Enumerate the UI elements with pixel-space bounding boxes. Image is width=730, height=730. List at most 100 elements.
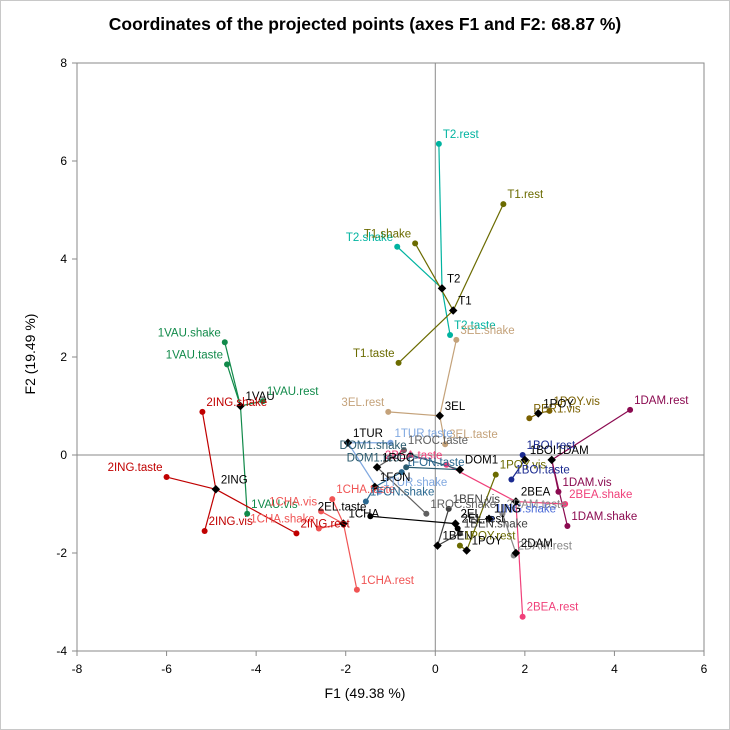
x-axis-title: F1 (49.38 %)	[324, 685, 406, 701]
observation-point	[199, 408, 206, 415]
observation-point	[201, 527, 208, 534]
y-tick-label: 2	[60, 350, 67, 364]
connector-line	[466, 474, 497, 551]
point-label: 1DAM	[557, 445, 589, 457]
centroid-point	[211, 485, 221, 494]
observation-point	[293, 530, 300, 537]
point-label: T2.taste	[454, 320, 496, 332]
point-label: 1VAU	[245, 391, 274, 403]
point-label: 1TUR.shake	[383, 477, 447, 489]
axes-layer: -8 -6 -4 -2 0 2 4 6 -4 -2 0 2 4 6 8	[56, 56, 707, 676]
point-label: 1POY.rest	[464, 531, 516, 543]
observation-point	[403, 464, 410, 471]
point-label: 2BEA.shake	[569, 489, 632, 501]
point-label: T2	[447, 273, 460, 285]
data-labels: T2.rest T2.shake T2.taste T2 T1.rest T1.shake…	[108, 129, 690, 614]
centroid-point	[372, 463, 382, 472]
point-label: 2BEA.taste	[385, 450, 443, 462]
observation-point	[329, 496, 336, 503]
point-label: 1POY.vis	[553, 396, 600, 408]
observation-point	[564, 523, 571, 530]
observation-point	[367, 513, 374, 520]
centroid-point	[343, 438, 353, 447]
point-label: T2.rest	[443, 129, 480, 141]
point-label: 1FON	[380, 472, 411, 484]
point-label: 2EL.taste	[318, 501, 367, 513]
point-label: 1BOI	[530, 445, 556, 457]
x-tick-label: 2	[522, 662, 529, 676]
point-label: 1CHA.taste	[336, 484, 395, 496]
observation-point	[555, 488, 562, 495]
connector-line	[410, 454, 461, 471]
point-label: 1DAM.vis	[562, 477, 611, 489]
observation-point	[224, 361, 231, 368]
observation-point	[362, 498, 369, 505]
y-tick-label: -2	[56, 546, 67, 560]
y-tick-label: 6	[60, 154, 67, 168]
observation-point	[500, 201, 507, 208]
observation-point	[423, 510, 430, 517]
y-tick-label: 0	[60, 448, 67, 462]
centroid-point	[339, 519, 348, 528]
connector-line	[439, 415, 446, 445]
connector-line	[438, 143, 443, 289]
connector-line	[201, 411, 217, 490]
x-tick-label: 4	[611, 662, 618, 676]
connector-line	[376, 449, 405, 468]
connector-line	[515, 501, 524, 617]
connector-line	[166, 476, 216, 490]
observation-point	[163, 474, 170, 481]
point-label: T1.shake	[364, 228, 411, 240]
observation-point	[627, 406, 634, 413]
observation-point	[318, 508, 325, 515]
connector-line	[501, 513, 517, 554]
point-label: 2BEA.rest	[527, 602, 580, 614]
point-label: 2DAM.rest	[518, 540, 573, 552]
point-label: 1CHA.rest	[361, 575, 415, 587]
centroid-point	[462, 546, 471, 555]
y-tick-label: -4	[56, 644, 67, 658]
observation-point	[221, 339, 228, 346]
observation-point	[508, 476, 515, 483]
point-label: 1POY	[543, 398, 574, 410]
observation-point	[353, 586, 360, 593]
point-label: 1ING	[494, 504, 521, 516]
connector-line	[318, 523, 344, 530]
point-label: 1POY.vis	[500, 460, 547, 472]
observation-point	[442, 441, 449, 448]
x-tick-label: 6	[701, 662, 708, 676]
connector-line	[239, 405, 248, 514]
point-label: 1DAM.rest	[634, 395, 689, 407]
connector-line	[406, 466, 460, 471]
point-label: 1BEN.vis	[453, 494, 501, 506]
point-label: 1VAU.rest	[267, 386, 319, 398]
connector-line	[320, 510, 344, 525]
observation-point	[445, 505, 452, 512]
point-label: 1TUR	[353, 428, 383, 440]
observation-point	[407, 452, 414, 458]
point-label: 1BOI.rest	[527, 440, 576, 452]
point-label: 1ROC.shake	[430, 499, 496, 511]
connector-line	[342, 523, 358, 590]
connector-line	[331, 498, 345, 524]
connector-line	[398, 310, 454, 364]
point-label: 1VAU.shake	[158, 327, 221, 339]
connector-line	[224, 342, 242, 407]
y-axis-title: F2 (19.49 %)	[22, 313, 38, 395]
x-tick-label: -4	[251, 662, 262, 676]
point-label: 2DAM.taste	[506, 499, 566, 511]
point-label: 2BEA	[521, 487, 551, 499]
point-label: T1.rest	[507, 189, 544, 201]
point-label: T2.shake	[346, 232, 393, 244]
centroid-point	[448, 306, 458, 315]
point-label: T1.taste	[353, 348, 395, 360]
connector-line	[376, 466, 427, 515]
connector-line	[515, 500, 566, 505]
y-tick-label: 4	[60, 252, 67, 266]
connector-line	[439, 339, 457, 416]
observation-point	[447, 331, 454, 338]
connector-line	[452, 203, 504, 311]
point-label: 1CHA.vis	[269, 496, 317, 508]
centroid-point	[236, 401, 245, 411]
chart-title: Coordinates of the projected points (axe…	[108, 14, 622, 34]
